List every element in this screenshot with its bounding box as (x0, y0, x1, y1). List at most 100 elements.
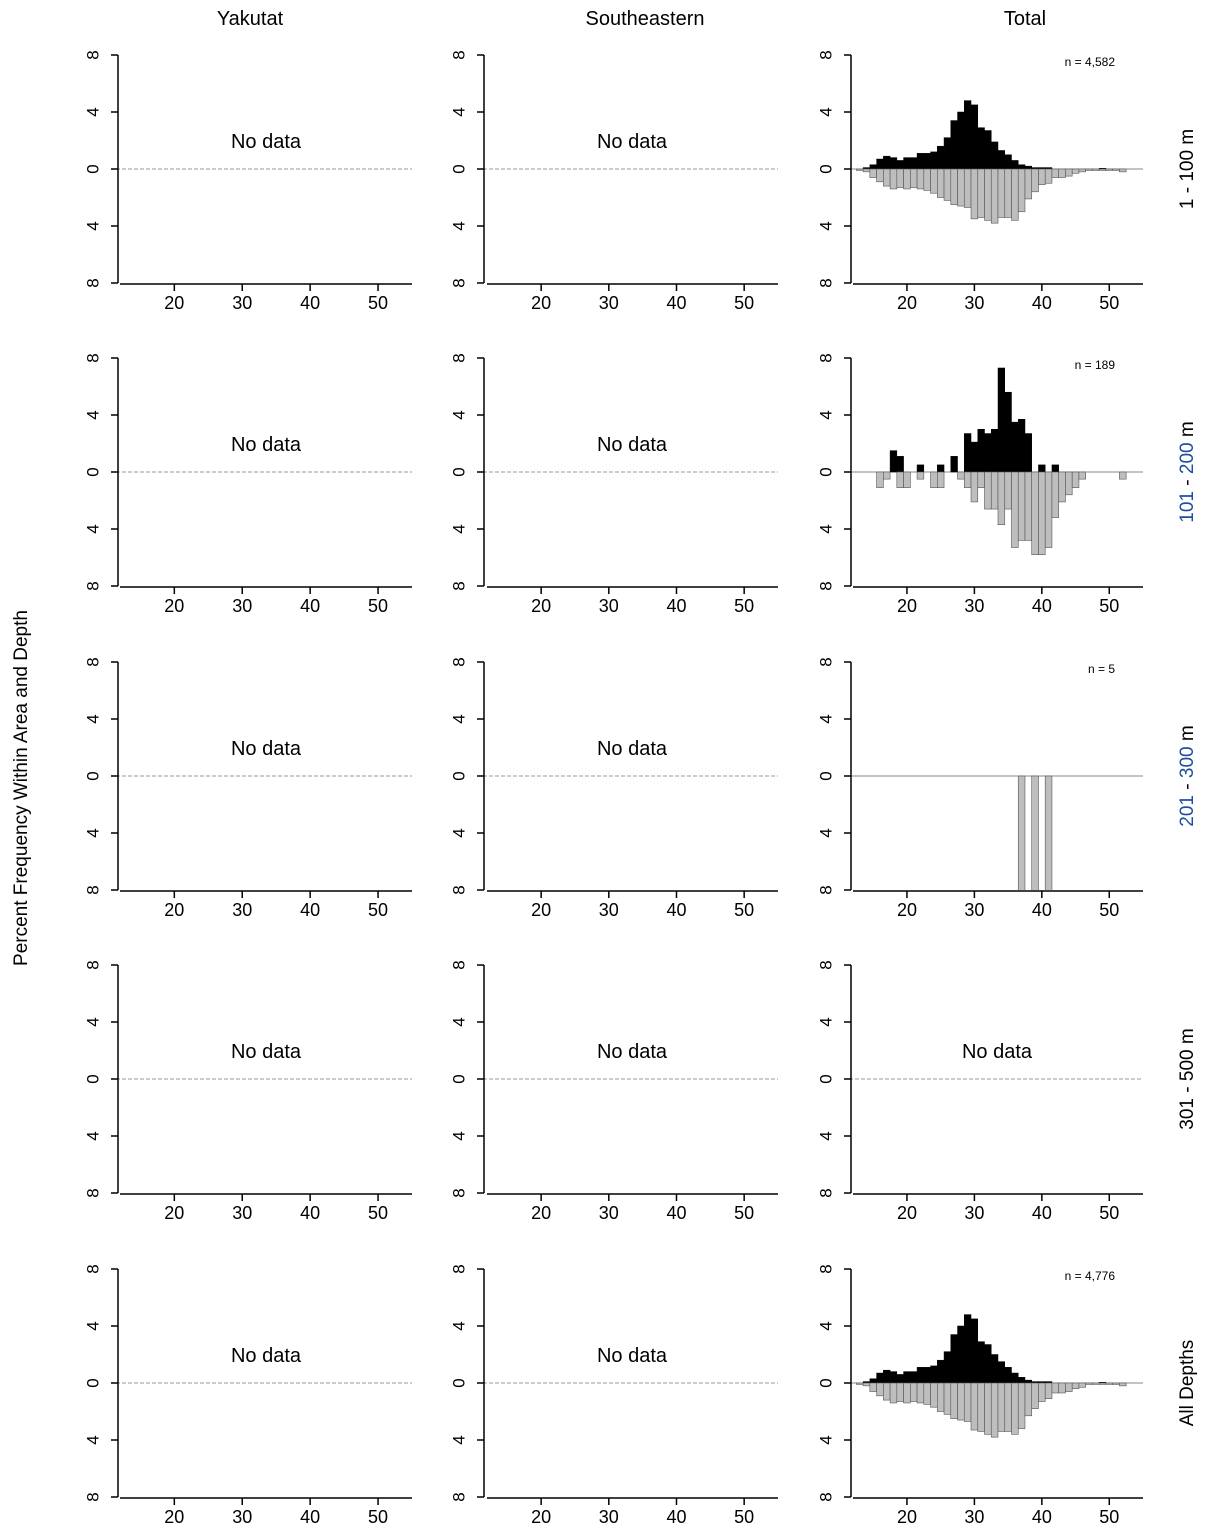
bar-female (883, 1382, 891, 1401)
x-tick-label: 20 (897, 293, 917, 313)
bar-female (910, 168, 918, 188)
bar-male (1004, 1367, 1012, 1384)
bar-female (1051, 471, 1059, 518)
x-tick-label: 50 (1099, 900, 1119, 920)
row-label-2: 201 - 300 m (1177, 725, 1198, 826)
y-tick-label: 8 (450, 1492, 469, 1501)
bar-female (1119, 471, 1127, 480)
bar-female (862, 168, 871, 173)
y-tick-label: 0 (84, 467, 103, 476)
x-tick-label: 50 (734, 293, 754, 313)
bar-female (1044, 471, 1053, 548)
y-tick-label: 0 (817, 164, 836, 173)
bar-male (964, 433, 972, 473)
bar-female (923, 168, 931, 191)
bar-male (1011, 160, 1019, 170)
x-tick-label: 30 (599, 900, 619, 920)
x-tick-label: 50 (368, 1203, 388, 1223)
column-title-yakutat: Yakutat (217, 8, 284, 30)
no-data-label: No data (597, 738, 668, 760)
bar-female (990, 1382, 999, 1438)
y-tick-label: 4 (817, 1131, 836, 1140)
y-tick-label: 8 (84, 960, 103, 969)
x-tick-label: 40 (1032, 293, 1052, 313)
no-data-label: No data (231, 1041, 302, 1063)
bar-male (916, 464, 925, 473)
y-tick-label: 0 (817, 1074, 836, 1083)
bar-female (990, 471, 999, 510)
x-tick-label: 20 (164, 1203, 184, 1223)
bar-male (930, 151, 938, 170)
bar-male (896, 456, 904, 473)
bar-female (1044, 1382, 1053, 1399)
bar-female (1011, 168, 1019, 221)
bar-female (970, 471, 979, 503)
bar-male (970, 104, 979, 170)
row-label-part: 201 (1177, 795, 1198, 827)
bar-male (937, 1359, 945, 1384)
bar-female (997, 471, 1006, 526)
row-label-part: 101 (1177, 491, 1198, 523)
bar-male (950, 456, 958, 473)
y-tick-label: 0 (450, 164, 469, 173)
x-tick-label: 50 (368, 900, 388, 920)
bar-female (930, 1382, 938, 1408)
no-data-label: No data (231, 1345, 302, 1367)
x-tick-label: 40 (1032, 1203, 1052, 1223)
y-tick-label: 4 (817, 714, 836, 723)
bar-female (1004, 168, 1012, 218)
y-tick-label: 8 (84, 1188, 103, 1197)
bar-female (943, 168, 952, 201)
bar-female (883, 471, 891, 480)
bar-female (1038, 1382, 1046, 1402)
bar-female (903, 168, 911, 190)
bar-female (1044, 168, 1053, 184)
y-tick-label: 8 (450, 885, 469, 894)
bar-female (856, 1382, 864, 1385)
y-tick-label: 4 (84, 1017, 103, 1026)
x-tick-label: 50 (734, 1507, 754, 1527)
bar-male (1011, 1372, 1019, 1384)
no-data-label: No data (231, 131, 302, 153)
bar-female (1058, 471, 1066, 503)
y-axis-label: Percent Frequency Within Area and Depth (11, 610, 32, 966)
bar-female (883, 168, 891, 187)
bar-male (984, 1344, 992, 1384)
bar-male (889, 450, 898, 473)
bars (856, 100, 1127, 224)
y-tick-label: 4 (450, 714, 469, 723)
no-data-label: No data (597, 1345, 668, 1367)
bar-male (1024, 165, 1032, 170)
x-tick-label: 20 (531, 1203, 551, 1223)
bar-female (876, 471, 884, 488)
x-tick-label: 50 (1099, 1507, 1119, 1527)
bar-female (1017, 471, 1026, 541)
column-titles: Yakutat Southeastern Total (217, 8, 1046, 30)
x-tick-label: 30 (964, 596, 984, 616)
x-tick-label: 50 (368, 293, 388, 313)
x-tick-label: 40 (666, 900, 686, 920)
bar-female (869, 168, 877, 178)
y-tick-label: 8 (817, 581, 836, 590)
y-tick-label: 4 (817, 1017, 836, 1026)
x-tick-label: 20 (164, 1507, 184, 1527)
bar-male (923, 153, 931, 170)
x-tick-label: 50 (368, 596, 388, 616)
bar-male (950, 1334, 958, 1384)
y-tick-label: 4 (450, 221, 469, 230)
x-tick-label: 40 (666, 293, 686, 313)
y-tick-label: 4 (450, 828, 469, 837)
y-tick-label: 8 (450, 960, 469, 969)
bar-male (896, 160, 904, 170)
bar-female (1011, 1382, 1019, 1435)
bar-male (889, 157, 898, 170)
y-tick-label: 8 (817, 885, 836, 894)
row-label-0: 1 - 100 m (1177, 129, 1198, 209)
bar-male (997, 367, 1005, 473)
bar-female (1004, 1382, 1012, 1432)
bar-male (876, 1372, 884, 1384)
y-tick-label: 8 (817, 657, 836, 666)
no-data-label: No data (597, 434, 668, 456)
